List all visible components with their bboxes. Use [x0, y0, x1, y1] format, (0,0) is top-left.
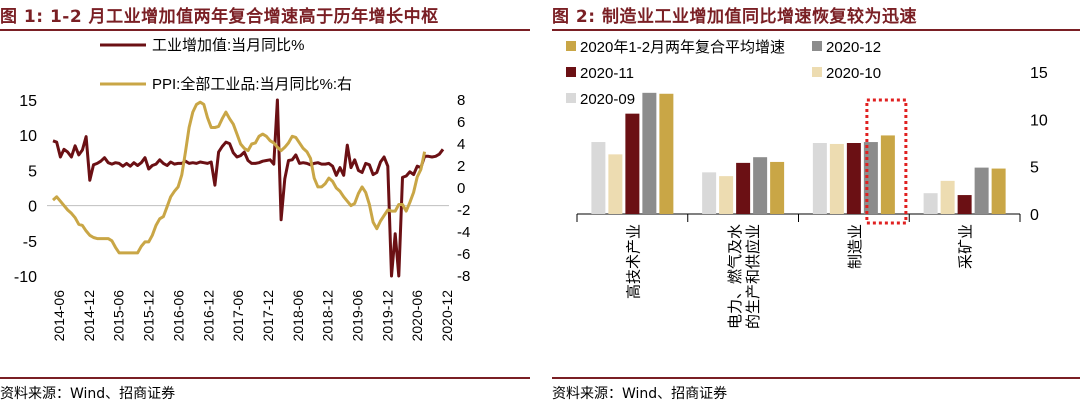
bar-2020-10: [829, 143, 844, 214]
figure-2-source: 资料来源：Wind、招商证券: [552, 386, 728, 402]
legend-label: 2020-10: [826, 65, 881, 82]
bar-2020-12: [753, 157, 768, 214]
x-tick-label: 2014-12: [81, 290, 97, 342]
x-tick-label: 2017-06: [230, 290, 246, 342]
right-y-tick-label: 8: [457, 92, 465, 109]
bar-2020-09: [923, 193, 938, 214]
x-tick-label: 2016-06: [170, 290, 186, 342]
legend-label: 2020-12: [826, 39, 881, 56]
x-tick-label: 2019-12: [379, 290, 395, 342]
legend-label: 工业增加值:当月同比%: [152, 37, 305, 54]
left-y-tick-label: -5: [23, 234, 37, 251]
legend-label: 2020-09: [580, 91, 635, 108]
right-y-tick-label: -8: [457, 268, 470, 285]
figure-1-source-rule: [0, 377, 530, 379]
bar-2020-10: [719, 176, 734, 214]
x-tick-label: 2016-12: [200, 290, 216, 342]
bar-2020-09: [591, 142, 606, 214]
x-tick-label: 2018-12: [320, 290, 336, 342]
left-y-tick-label: 10: [19, 128, 37, 145]
category-label: 的生产和供应业: [744, 224, 762, 329]
bar-2020-12: [642, 92, 657, 214]
y-tick-label: 10: [1030, 112, 1048, 129]
left-y-tick-label: 5: [28, 163, 37, 180]
left-y-tick-label: 15: [19, 93, 37, 110]
x-tick-label: 2020-06: [409, 290, 425, 342]
x-tick-label: 2017-12: [260, 290, 276, 342]
y-tick-label: 15: [1030, 65, 1048, 82]
bar-2020年1-2月两年复合平均增速: [659, 93, 674, 214]
figure-1-source: 资料来源：Wind、招商证券: [0, 386, 176, 402]
figure-2-source-rule: [552, 377, 1080, 379]
category-label: 电力、燃气及水: [726, 224, 744, 329]
industrial-value-added-line: [52, 98, 445, 278]
figure-2-title: 图 2: 制造业工业增加值同比增速恢复较为迅速: [552, 7, 917, 27]
figure-2-title-rule: [552, 29, 1080, 31]
bar-2020-09: [812, 143, 827, 214]
legend-label: PPI:全部工业品:当月同比%:右: [152, 75, 352, 93]
legend-swatch: [812, 41, 822, 51]
legend-label: 2020年1-2月两年复合平均增速: [580, 38, 785, 56]
bar-2020-12: [863, 142, 878, 214]
right-y-tick-label: 6: [457, 114, 465, 131]
highlight-box: [865, 98, 908, 225]
figure-2-panel: 图 2: 制造业工业增加值同比增速恢复较为迅速 0 5 10 15 高技术产业 电力、燃气…: [552, 0, 1080, 404]
bar-2020年1-2月两年复合平均增速: [770, 161, 785, 214]
legend-swatch: [566, 67, 576, 77]
x-tick-label: 2015-06: [111, 290, 127, 342]
figure-1-title: 图 1: 1-2 月工业增加值两年复合增速高于历年增长中枢: [0, 7, 439, 27]
x-tick-label: 2018-06: [290, 290, 306, 342]
right-y-tick-label: 4: [457, 136, 465, 153]
bar-2020年1-2月两年复合平均增速: [991, 168, 1006, 214]
bar-2020-11: [736, 162, 751, 214]
left-y-tick-label: -10: [14, 269, 37, 286]
bar-2020-10: [940, 180, 955, 214]
legend-swatch: [566, 41, 576, 51]
bar-2020-11: [625, 113, 640, 214]
bar-2020-11: [846, 143, 861, 214]
left-y-tick-label: 0: [28, 199, 37, 216]
category-label: 采矿业: [958, 224, 975, 269]
bar-2020-12: [974, 167, 989, 214]
bar-2020年1-2月两年复合平均增速: [880, 135, 895, 214]
right-y-tick-label: -4: [457, 224, 470, 241]
ppi-line: [52, 100, 427, 255]
figure-1-line-chart: -10 -5 0 5 10 15 -8 -6 -4 -2 0 2 4 6 8 2014-06 2014-12 20…: [14, 37, 470, 342]
bar-2020-11: [957, 195, 972, 214]
figure-1-panel: 图 1: 1-2 月工业增加值两年复合增速高于历年增长中枢 -10 -5 0 5 10 1…: [0, 0, 530, 404]
legend-swatch: [566, 93, 576, 103]
bar-2020-10: [608, 154, 623, 214]
figure-1-title-rule: [0, 29, 530, 31]
x-tick-label: 2014-06: [51, 290, 67, 342]
figure-2-bar-chart: 0 5 10 15 高技术产业 电力、燃气及水 的生产和供应业 制造业 采矿业 2020年1-2月…: [566, 38, 1048, 329]
right-y-tick-label: -2: [457, 202, 470, 219]
legend-swatch: [812, 67, 822, 77]
x-tick-label: 2019-06: [350, 290, 366, 342]
y-tick-label: 0: [1030, 207, 1039, 224]
right-y-tick-label: -6: [457, 246, 470, 263]
x-tick-label: 2015-12: [141, 290, 157, 342]
bar-2020-09: [702, 172, 717, 214]
right-y-tick-label: 2: [457, 158, 465, 175]
legend-label: 2020-11: [580, 65, 634, 82]
category-label: 高技术产业: [625, 224, 642, 299]
right-y-tick-label: 0: [457, 180, 465, 197]
x-tick-label: 2020-12: [439, 290, 455, 342]
y-tick-label: 5: [1030, 160, 1039, 177]
category-label: 制造业: [847, 224, 864, 269]
